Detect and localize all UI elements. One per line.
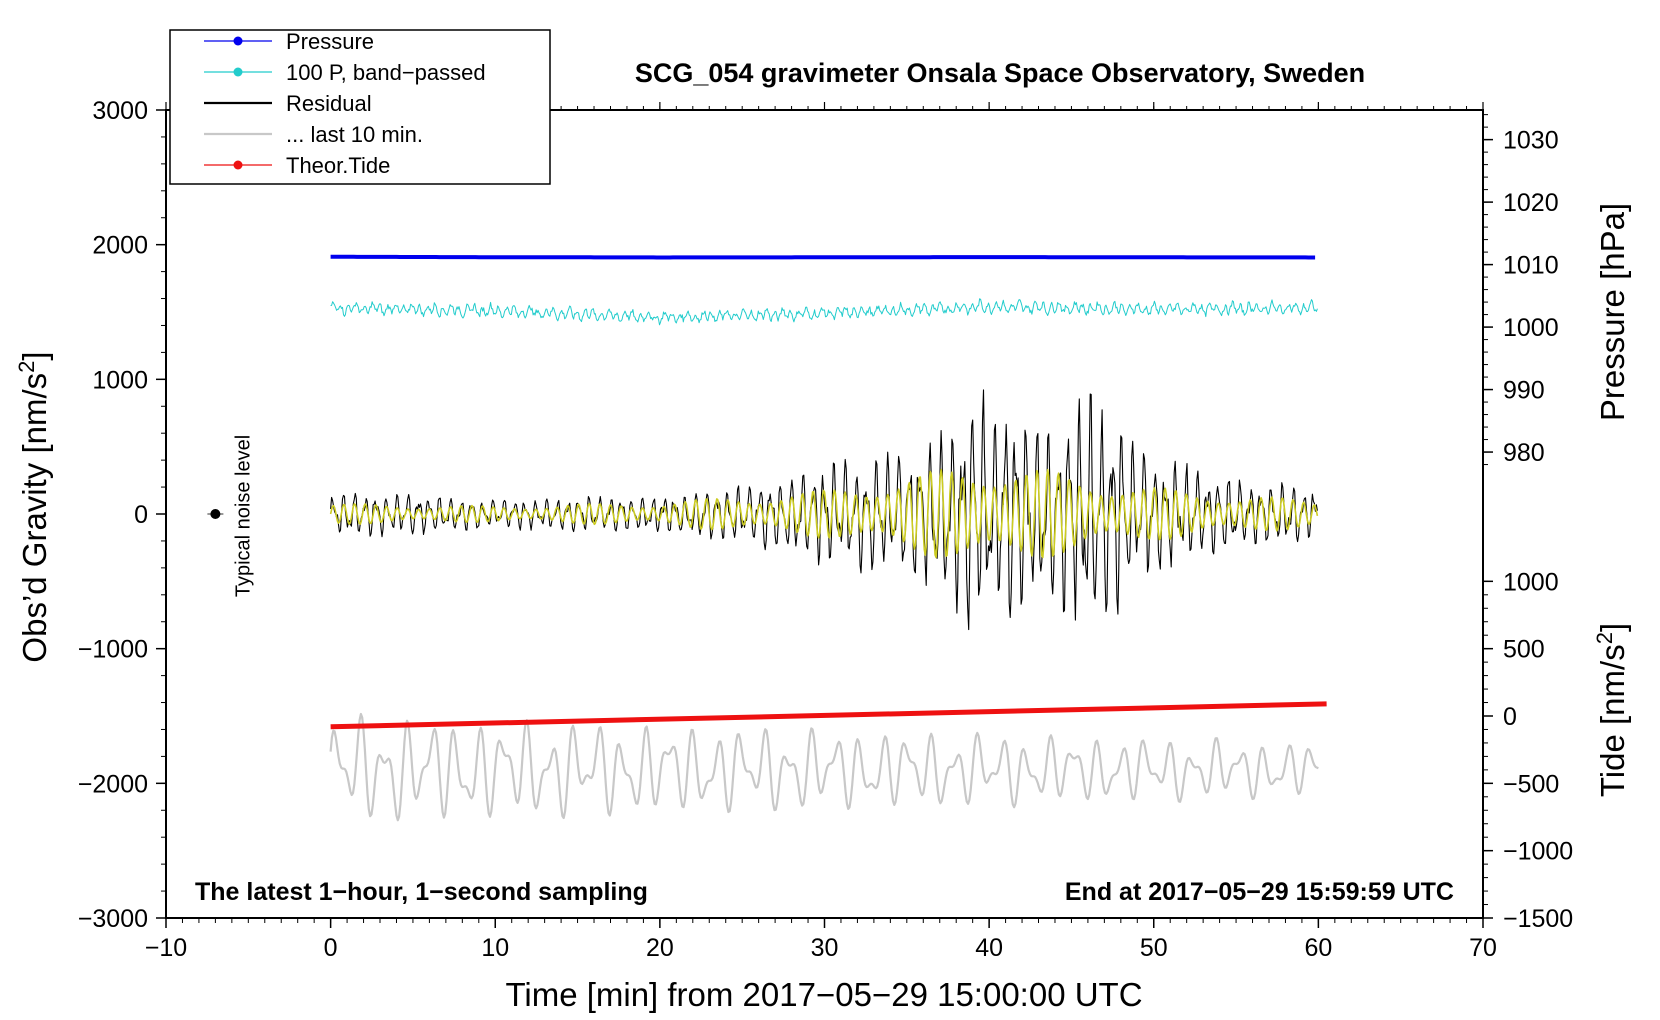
pressure-tick-label: 1000 (1503, 314, 1559, 342)
y-tick-label: 1000 (92, 366, 148, 394)
chart-title: SCG_054 gravimeter Onsala Space Observat… (635, 58, 1365, 88)
noise-marker: Typical noise level (207, 435, 254, 597)
series-theor-tide (330, 701, 1327, 730)
x-tick-label: 10 (481, 934, 509, 962)
tide-tick-label: −1500 (1503, 905, 1573, 933)
x-tick-label: 30 (811, 934, 839, 962)
series-100p-bandpassed (330, 298, 1318, 326)
pressure-tick-label: 980 (1503, 439, 1545, 467)
tide-tick-label: 500 (1503, 636, 1545, 664)
legend-marker (233, 36, 243, 46)
x-tick-label: 70 (1469, 934, 1497, 962)
legend-label: Theor.Tide (286, 153, 390, 178)
noise-label: Typical noise level (232, 435, 254, 597)
legend-items: Pressure 100 P, band−passed Residual ... la… (204, 29, 486, 178)
tide-tick-label: 0 (1503, 703, 1517, 731)
y-axis-label: Obs’d Gravity [nm/s2] (14, 351, 53, 662)
pressure-tick-label: 1010 (1503, 252, 1559, 280)
legend-label: ... last 10 min. (286, 122, 423, 147)
tide-tick-label: −500 (1503, 770, 1559, 798)
pressure-tick-label: 1020 (1503, 189, 1559, 217)
series-residual (330, 389, 1318, 631)
tide-axis-label: Tide [nm/s2] (1592, 623, 1631, 797)
tide-tick-label: −1000 (1503, 838, 1573, 866)
noise-dot (210, 509, 221, 519)
y-tick-label: −2000 (78, 770, 148, 798)
y-tick-label: 0 (134, 501, 148, 529)
pressure-tick-label: 1030 (1503, 127, 1559, 155)
x-axis-label: Time [min] from 2017−05−29 15:00:00 UTC (505, 976, 1142, 1013)
x-tick-label: −10 (145, 934, 187, 962)
legend: Pressure 100 P, band−passed Residual ... la… (169, 29, 551, 185)
pressure-axis-label: Pressure [hPa] (1594, 203, 1631, 421)
x-tick-label: 0 (324, 934, 338, 962)
tide-tick-label: 1000 (1503, 568, 1559, 596)
x-tick-label: 20 (646, 934, 674, 962)
x-tick-label: 50 (1140, 934, 1168, 962)
legend-marker (233, 160, 243, 170)
annotation-left: The latest 1−hour, 1−second sampling (195, 878, 648, 906)
series-residual-bandpassed (329, 468, 1319, 559)
legend-label: Residual (286, 91, 372, 116)
data-series (329, 254, 1327, 822)
pressure-tick-label: 990 (1503, 377, 1545, 405)
legend-marker (233, 67, 243, 77)
axis-ticks: −10 0 10 20 30 40 50 60 70−3000−2000−10000100020… (78, 97, 1573, 962)
x-tick-label: 40 (975, 934, 1003, 962)
x-tick-label: 60 (1304, 934, 1332, 962)
legend-label: 100 P, band−passed (286, 60, 486, 85)
y-tick-label: −3000 (78, 905, 148, 933)
y-tick-label: −1000 (78, 636, 148, 664)
series-pressure (330, 254, 1316, 260)
y-tick-label: 3000 (92, 97, 148, 125)
y-tick-label: 2000 (92, 232, 148, 260)
series-last-10-min (329, 712, 1319, 822)
annotation-right: End at 2017−05−29 15:59:59 UTC (1065, 878, 1454, 906)
legend-box (169, 29, 551, 185)
legend-label: Pressure (286, 29, 374, 54)
